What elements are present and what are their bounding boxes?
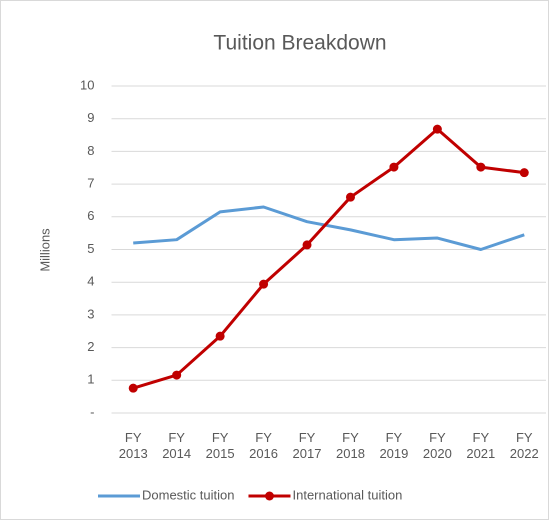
- x-tick-label: FY 2021: [466, 430, 496, 461]
- point: [128, 383, 138, 393]
- y-tick-label: 9: [87, 110, 94, 125]
- y-tick-label: 2: [87, 339, 94, 354]
- y-tick-label: 8: [87, 143, 94, 158]
- legend-label: Domestic tuition: [142, 487, 234, 502]
- legend-label: International tuition: [292, 487, 402, 502]
- y-tick-label: 10: [80, 77, 94, 92]
- point: [172, 370, 182, 380]
- y-axis-label: Millions: [37, 228, 52, 272]
- point: [389, 162, 399, 172]
- point: [345, 192, 355, 202]
- y-tick-label: 7: [87, 176, 94, 191]
- y-tick-label: 3: [87, 306, 94, 321]
- x-tick-label: FY 2020: [422, 430, 452, 461]
- point: [215, 331, 225, 341]
- point: [432, 124, 442, 134]
- y-tick-label: 4: [87, 274, 94, 289]
- x-tick-label: FY 2017: [292, 430, 322, 461]
- line-series: [132, 127, 525, 390]
- x-tick-label: FY 2018: [336, 430, 365, 461]
- line-series: [133, 205, 525, 251]
- x-tick-label: FY 2014: [162, 430, 192, 461]
- x-tick-label: FY 2022: [509, 430, 539, 461]
- y-tick-label: 5: [87, 241, 94, 256]
- chart-title: Tuition Breakdown: [213, 32, 386, 55]
- point: [302, 240, 312, 250]
- x-tick-label: FY 2013: [118, 430, 148, 461]
- point: [476, 162, 486, 172]
- y-tick-label: 6: [87, 208, 94, 223]
- x-tick-label: FY 2015: [205, 430, 235, 461]
- point: [259, 279, 269, 289]
- y-tick-label: -: [90, 404, 94, 419]
- point: [519, 168, 529, 178]
- y-tick-label: 1: [87, 372, 94, 387]
- legend-marker: [264, 491, 274, 501]
- x-tick-label: FY 2016: [249, 430, 279, 461]
- x-tick-label: FY 2019: [379, 430, 409, 461]
